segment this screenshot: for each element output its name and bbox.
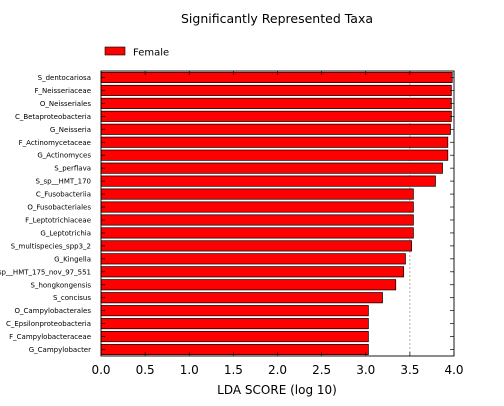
bar-13: [100, 240, 412, 252]
category-label-3: C_Betaproteobacteria: [15, 113, 91, 121]
legend: Female: [104, 46, 169, 59]
chart-title: Significantly Represented Taxa: [181, 11, 373, 26]
x-tick-label-0: 0.0: [91, 363, 110, 377]
category-label-12: G_Leptotrichia: [40, 229, 91, 237]
x-tick-label-1: 0.5: [136, 363, 155, 377]
bar-19: [100, 318, 369, 330]
x-tick-label-8: 4.0: [444, 363, 463, 377]
x-tick-label-7: 3.5: [400, 363, 419, 377]
bar-3: [100, 110, 452, 122]
bar-9: [100, 188, 414, 200]
category-label-10: O_Fusobacteriales: [27, 204, 91, 212]
category-label-8: S_sp__HMT_170: [36, 178, 91, 186]
category-label-11: F_Leptotrichiaceae: [25, 216, 91, 224]
bar-16: [100, 279, 397, 291]
category-label-1: F_Neisseriaceae: [35, 87, 91, 95]
category-label-0: S_dentocariosa: [38, 74, 91, 82]
bar-17: [100, 292, 383, 304]
category-label-4: G_Neisseria: [50, 126, 91, 134]
category-label-16: S_hongkongensis: [31, 281, 92, 289]
x-tick-label-3: 1.5: [224, 363, 243, 377]
legend-label-female: Female: [133, 48, 169, 59]
bar-2: [100, 97, 452, 109]
category-label-18: O_Campylobacterales: [14, 307, 91, 315]
plot-frame: [100, 70, 455, 357]
bar-4: [100, 123, 451, 135]
bar-11: [100, 214, 414, 226]
bar-5: [100, 136, 449, 148]
bar-21: [100, 343, 369, 356]
x-tick-label-2: 1.0: [180, 363, 199, 377]
bar-6: [100, 149, 449, 161]
plot-area: S_dentocariosa F_Neisseriaceae O_Neisseria…: [0, 70, 464, 377]
bar-0: [100, 71, 453, 84]
x-tick-label-5: 2.5: [312, 363, 331, 377]
bar-10: [100, 201, 414, 213]
category-label-15: S_sp__HMT_175_nov_97_551: [0, 268, 91, 276]
bar-7: [100, 162, 443, 174]
x-axis-label: LDA SCORE (log 10): [217, 383, 337, 397]
category-label-2: O_Neisseriales: [40, 100, 91, 108]
category-label-14: G_Kingella: [54, 255, 91, 263]
category-label-5: F_Actinomycetaceae: [19, 139, 91, 147]
category-label-19: C_Epsilonproteobacteria: [6, 320, 91, 328]
bar-12: [100, 227, 414, 239]
category-label-20: F_Campylobacteraceae: [9, 333, 91, 341]
category-label-9: C_Fusobacteriia: [36, 191, 91, 199]
category-label-7: S_perflava: [54, 165, 91, 173]
x-tick-label-4: 2.0: [268, 363, 287, 377]
category-label-13: S_multispecies_spp3_2: [11, 242, 91, 250]
x-tick-label-6: 3.0: [356, 363, 375, 377]
bar-8: [100, 175, 436, 187]
bar-14: [100, 253, 406, 265]
bar-1: [100, 84, 452, 96]
category-label-17: S_concisus: [53, 294, 91, 302]
bar-18: [100, 305, 369, 317]
category-label-21: G_Campylobacter: [29, 346, 91, 354]
bar-15: [100, 266, 405, 278]
category-label-6: G_Actinomyces: [37, 152, 91, 160]
bar-20: [100, 331, 369, 343]
legend-swatch-female: [104, 46, 126, 56]
